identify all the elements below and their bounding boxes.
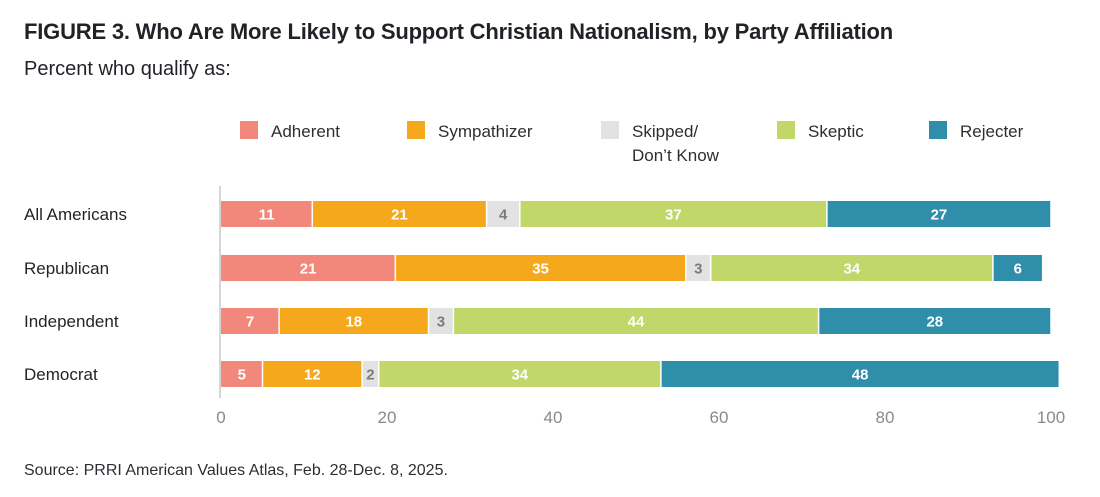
legend-label: Don’t Know	[632, 146, 720, 165]
legend-item-rejecter: Rejecter	[929, 121, 1024, 141]
bar-segment-sympathizer	[279, 308, 428, 334]
bar-segment-sympathizer	[313, 201, 486, 227]
bar-segment-skeptic	[711, 255, 993, 281]
data-label-adherent: 11	[259, 207, 275, 224]
legend-label: Skeptic	[808, 122, 864, 141]
data-label-rejecter: 28	[926, 314, 943, 331]
bar-segment-rejecter	[661, 361, 1059, 387]
data-label-skipped-don-t-know: 2	[366, 367, 374, 384]
legend-swatch-adherent	[240, 121, 258, 139]
data-label-skipped-don-t-know: 3	[437, 314, 445, 331]
legend-swatch-rejecter	[929, 121, 947, 139]
x-axis-ticks: 0 20 40 60 80 100	[216, 408, 1065, 427]
source-note: Source: PRRI American Values Atlas, Feb.…	[24, 462, 448, 479]
bar-segment-skipped-don-t-know	[429, 308, 453, 334]
data-label-skeptic: 34	[511, 367, 528, 384]
legend-label: Rejecter	[960, 122, 1024, 141]
bar-segment-adherent	[221, 361, 262, 387]
bar-segment-adherent	[221, 308, 279, 334]
legend-label: Sympathizer	[438, 122, 533, 141]
x-tick-label: 60	[710, 408, 729, 427]
bar-segment-rejecter	[827, 201, 1051, 227]
data-label-sympathizer: 21	[391, 207, 408, 224]
legend-swatch-sympathizer	[407, 121, 425, 139]
x-tick-label: 0	[216, 408, 225, 427]
data-label-sympathizer: 35	[532, 261, 549, 278]
data-label-skipped-don-t-know: 4	[499, 207, 508, 224]
x-tick-label: 20	[378, 408, 397, 427]
category-label-independent: Independent	[24, 312, 119, 331]
x-tick-label: 80	[876, 408, 895, 427]
data-label-skipped-don-t-know: 3	[694, 261, 702, 278]
data-label-sympathizer: 12	[304, 367, 321, 384]
bar-row-all-americans: 11 21 4 37 27	[221, 201, 1051, 227]
legend-item-adherent: Adherent	[240, 121, 340, 141]
data-label-rejecter: 27	[931, 207, 948, 224]
bar-segment-skeptic	[520, 201, 827, 227]
bar-segment-skipped-don-t-know	[487, 201, 520, 227]
bar-row-independent: 7 18 3 44 28	[221, 308, 1051, 334]
data-label-rejecter: 6	[1014, 261, 1022, 278]
bar-segment-skipped-don-t-know	[362, 361, 378, 387]
data-label-skeptic: 34	[843, 261, 860, 278]
legend-item-sympathizer: Sympathizer	[407, 121, 533, 141]
bar-segment-rejecter	[993, 255, 1042, 281]
data-label-rejecter: 48	[852, 367, 869, 384]
bar-segment-sympathizer	[396, 255, 686, 281]
legend-swatch-skeptic	[777, 121, 795, 139]
category-label-democrat: Democrat	[24, 365, 98, 384]
data-label-adherent: 5	[238, 367, 246, 384]
bar-segment-rejecter	[819, 308, 1051, 334]
bar-segment-skeptic	[379, 361, 661, 387]
data-label-adherent: 7	[246, 314, 254, 331]
data-label-adherent: 21	[300, 261, 317, 278]
category-label-republican: Republican	[24, 259, 109, 278]
x-tick-label: 100	[1037, 408, 1065, 427]
bars: 11 21 4 37 27 21 35 3 34 6 7 18 3 44 28 5 12 2 34 48	[221, 201, 1059, 387]
data-label-sympathizer: 18	[345, 314, 362, 331]
bar-row-republican: 21 35 3 34 6	[221, 255, 1042, 281]
legend-item-skeptic: Skeptic	[777, 121, 864, 141]
legend-label: Adherent	[271, 122, 340, 141]
bar-segment-adherent	[221, 201, 312, 227]
legend-swatch-skipped-don-t-know	[601, 121, 619, 139]
data-label-skeptic: 44	[628, 314, 645, 331]
x-tick-label: 40	[544, 408, 563, 427]
legend-item-skipped-don-t-know: Skipped/Don’t Know	[601, 121, 720, 165]
bar-segment-skipped-don-t-know	[686, 255, 710, 281]
bar-segment-adherent	[221, 255, 395, 281]
legend: Adherent Sympathizer Skipped/Don’t Know Ske…	[240, 121, 1024, 165]
bar-segment-skeptic	[454, 308, 818, 334]
category-labels: All Americans Republican Independent Democr…	[24, 205, 127, 384]
bar-segment-sympathizer	[263, 361, 362, 387]
category-label-all-americans: All Americans	[24, 205, 127, 224]
chart-title: FIGURE 3. Who Are More Likely to Support…	[24, 19, 894, 44]
legend-label: Skipped/	[632, 122, 698, 141]
bar-row-democrat: 5 12 2 34 48	[221, 361, 1059, 387]
data-label-skeptic: 37	[665, 207, 682, 224]
chart-subtitle: Percent who qualify as:	[24, 58, 231, 80]
